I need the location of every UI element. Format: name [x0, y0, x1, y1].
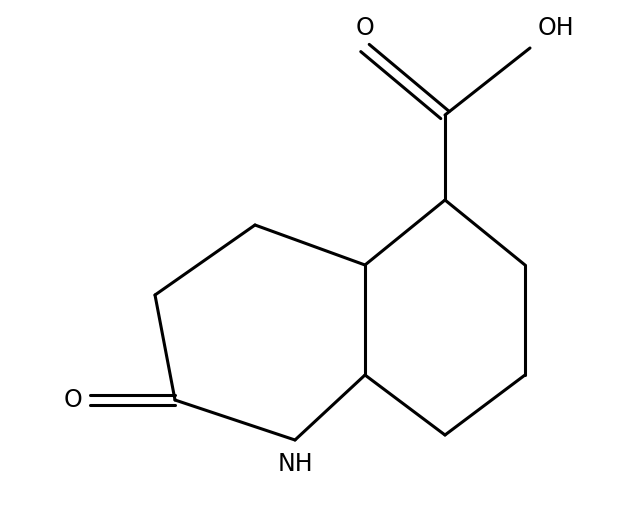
Text: O: O [63, 388, 82, 412]
Text: OH: OH [538, 16, 575, 40]
Text: O: O [356, 16, 374, 40]
Text: NH: NH [277, 452, 313, 476]
